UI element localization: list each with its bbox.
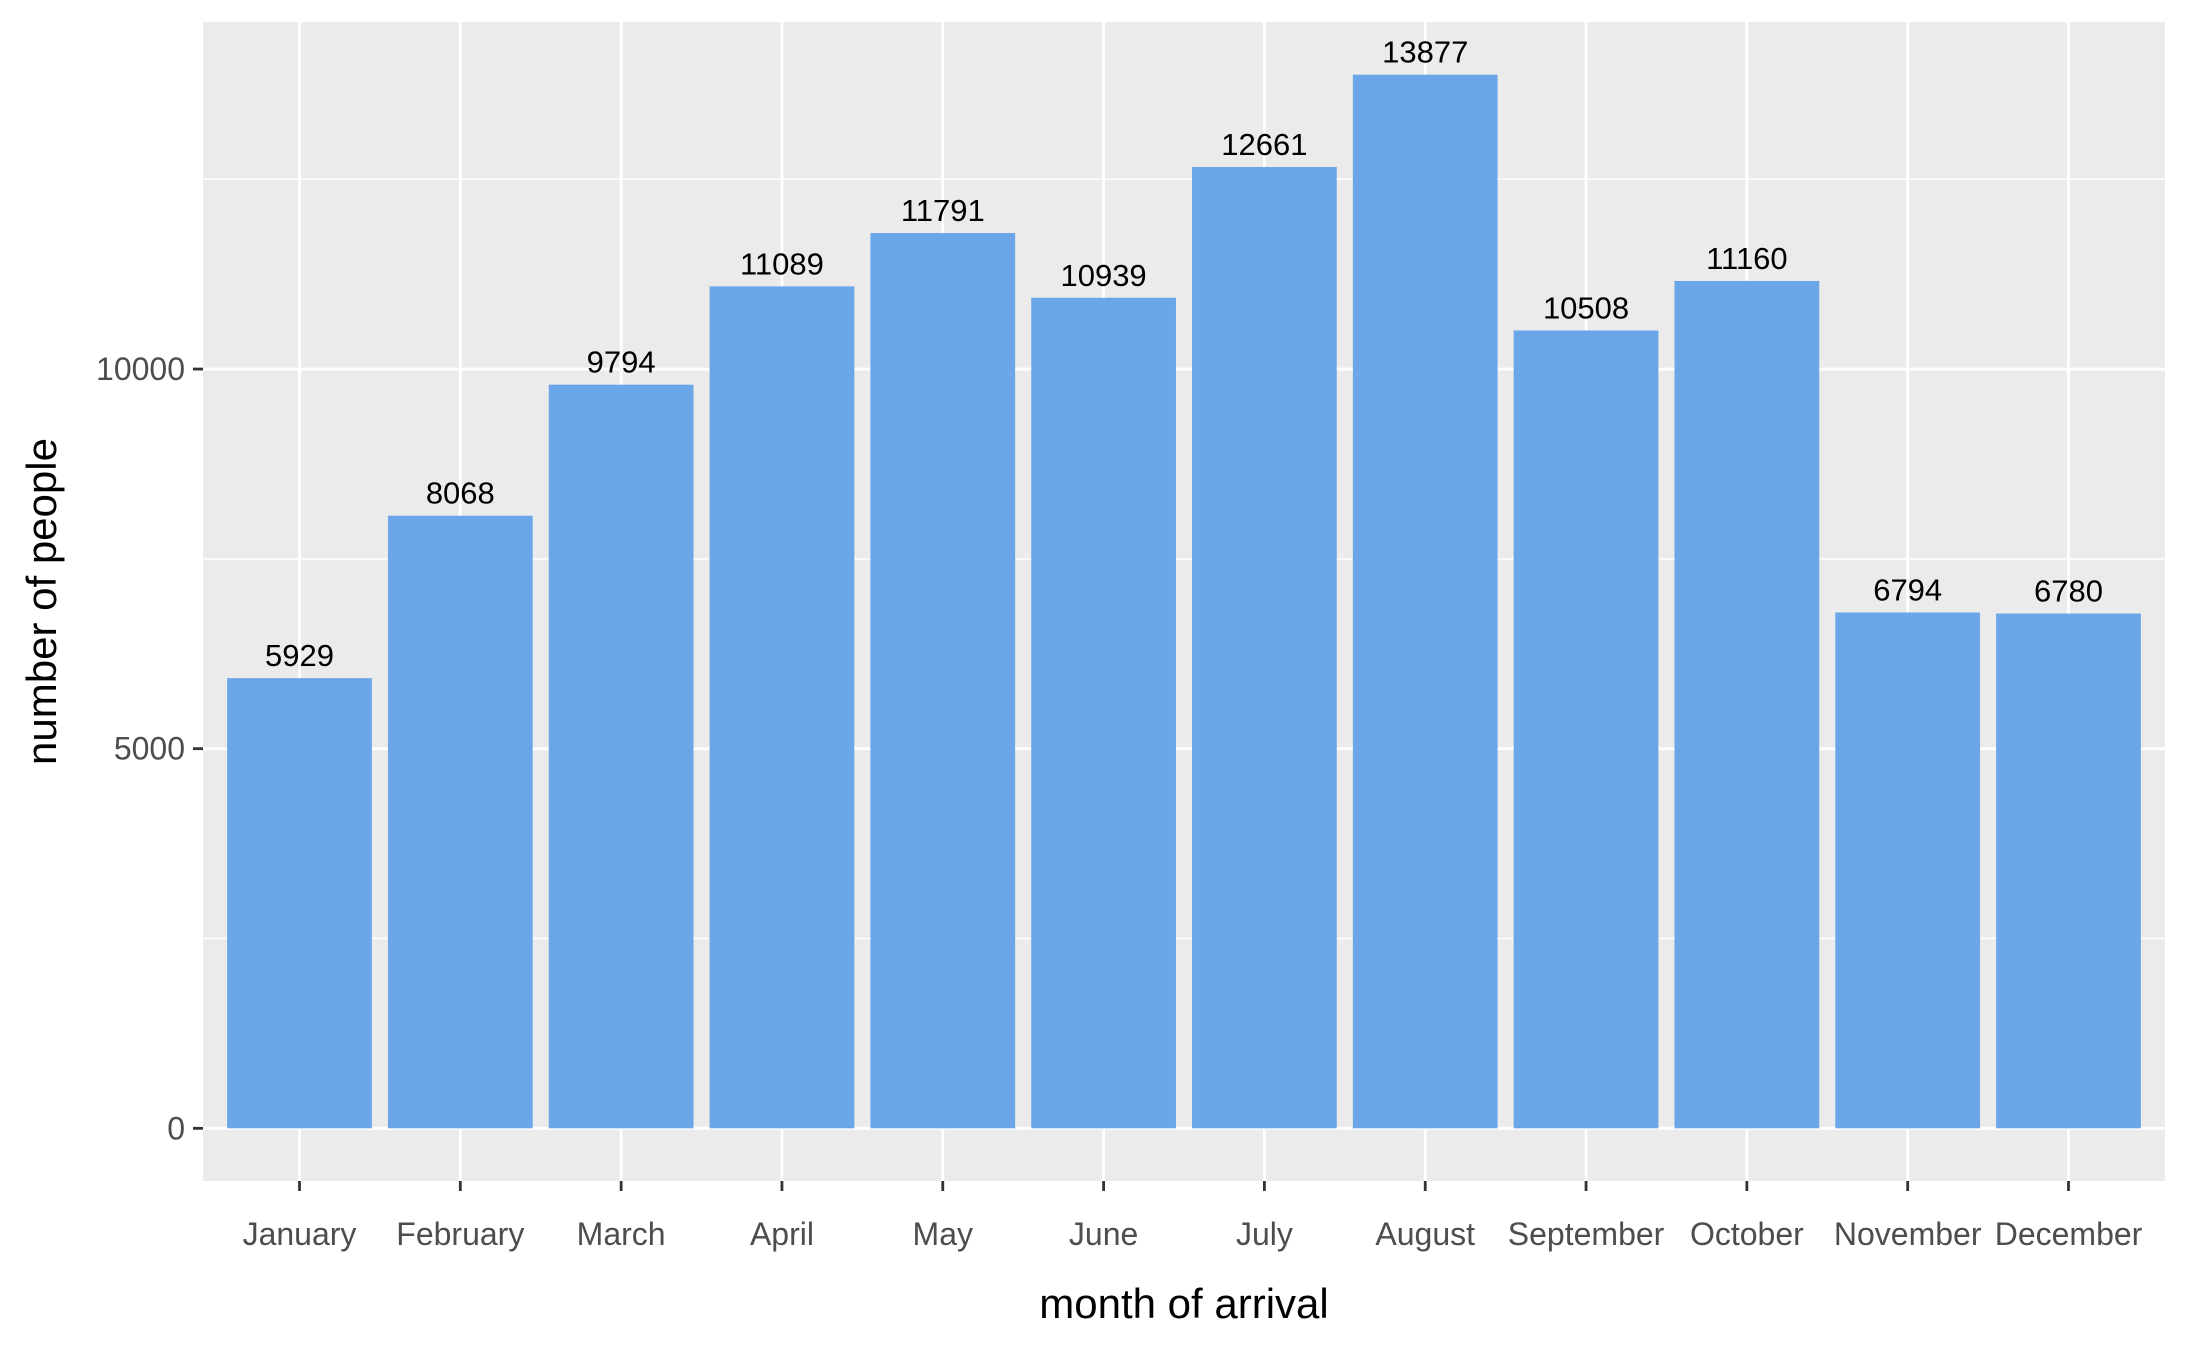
x-tick-label-january: January xyxy=(243,1216,357,1252)
bar-december xyxy=(1996,613,2141,1129)
x-tick-label-march: March xyxy=(577,1216,666,1252)
bar-september xyxy=(1513,330,1659,1129)
x-tick-label-november: November xyxy=(1834,1216,1982,1252)
data-label-august: 13877 xyxy=(1382,35,1468,70)
data-label-january: 5929 xyxy=(265,638,334,673)
bar-february xyxy=(387,515,533,1129)
bar-august xyxy=(1352,74,1498,1129)
x-tick-label-may: May xyxy=(913,1216,973,1252)
data-label-october: 11160 xyxy=(1706,241,1788,276)
data-label-september: 10508 xyxy=(1543,290,1629,325)
y-tick-label: 10000 xyxy=(96,351,185,387)
data-labels: 5929 8068 9794 11089 11791 10939 12661 13877 105… xyxy=(265,35,2103,673)
bar-january xyxy=(227,678,372,1129)
y-tick-label: 0 xyxy=(167,1110,185,1146)
bar-april xyxy=(709,286,855,1129)
bar-october xyxy=(1674,280,1820,1129)
x-tick-label-october: October xyxy=(1690,1216,1804,1252)
x-tick-label-july: July xyxy=(1236,1216,1293,1252)
x-tick-label-september: September xyxy=(1508,1216,1665,1252)
data-label-december: 6780 xyxy=(2034,574,2103,609)
y-tick-label: 5000 xyxy=(114,731,185,767)
bar-july xyxy=(1192,167,1337,1129)
x-tick-label-april: April xyxy=(750,1216,814,1252)
x-axis-title: month of arrival xyxy=(1039,1280,1328,1327)
x-tick-label-august: August xyxy=(1375,1216,1475,1252)
data-label-april: 11089 xyxy=(740,246,824,281)
x-tick-label-june: June xyxy=(1069,1216,1138,1252)
data-label-february: 8068 xyxy=(426,476,495,511)
data-label-july: 12661 xyxy=(1221,127,1307,162)
data-label-march: 9794 xyxy=(587,345,656,380)
x-tick-label-december: December xyxy=(1995,1216,2143,1252)
bar-march xyxy=(548,384,694,1129)
bars xyxy=(227,74,2141,1129)
y-axis: 0 5000 10000 xyxy=(96,351,203,1146)
data-label-june: 10939 xyxy=(1060,258,1146,293)
x-tick-label-february: February xyxy=(396,1216,524,1252)
bar-november xyxy=(1835,612,1981,1129)
data-label-may: 11791 xyxy=(901,193,985,228)
y-axis-title: number of people xyxy=(18,438,65,765)
bar-june xyxy=(1031,297,1176,1129)
bar-may xyxy=(870,233,1016,1129)
data-label-november: 6794 xyxy=(1873,572,1942,607)
x-axis: January February March April May June July Augu… xyxy=(243,1181,2143,1252)
